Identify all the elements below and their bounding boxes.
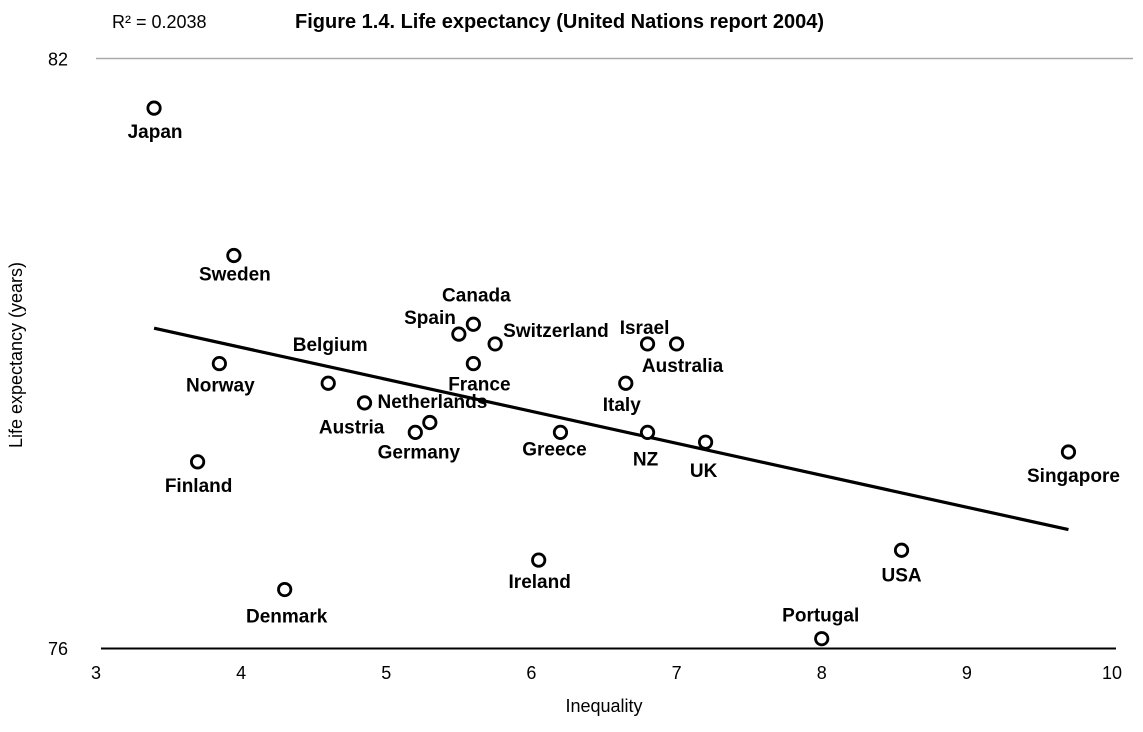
y-axis-label: Life expectancy (years) bbox=[6, 262, 26, 448]
data-label-sweden: Sweden bbox=[199, 265, 271, 286]
data-label-japan: Japan bbox=[128, 122, 183, 143]
y-tick-labels-group: 82 76 bbox=[48, 50, 68, 660]
chart-title: Figure 1.4. Life expectancy (United Nati… bbox=[295, 11, 824, 33]
data-point-uk bbox=[697, 434, 714, 450]
data-point-israel bbox=[639, 336, 656, 352]
y-tick-label-82: 82 bbox=[48, 50, 68, 70]
x-tick-label-4: 4 bbox=[236, 663, 246, 683]
data-label-australia: Australia bbox=[642, 356, 724, 377]
data-label-france: France bbox=[448, 375, 510, 396]
x-tick-labels-group: 3 4 5 6 7 8 9 10 bbox=[91, 663, 1122, 683]
trendline bbox=[153, 326, 1069, 532]
data-point-belgium bbox=[320, 375, 336, 391]
x-tick-label-5: 5 bbox=[381, 663, 391, 683]
data-point-switzerland bbox=[487, 336, 503, 352]
data-point-finland bbox=[190, 454, 206, 470]
x-tick-label-10: 10 bbox=[1102, 663, 1122, 683]
data-label-denmark: Denmark bbox=[246, 607, 328, 628]
data-label-norway: Norway bbox=[186, 376, 255, 397]
data-point-germany bbox=[422, 414, 438, 431]
data-label-nz: NZ bbox=[633, 449, 659, 470]
data-label-greece: Greece bbox=[522, 439, 586, 460]
data-point-greece bbox=[552, 424, 569, 440]
data-label-usa: USA bbox=[881, 565, 921, 586]
data-label-uk: UK bbox=[690, 461, 718, 482]
data-label-germany: Germany bbox=[378, 443, 461, 464]
data-point-italy bbox=[618, 375, 634, 391]
data-label-finland: Finland bbox=[165, 476, 233, 497]
x-tick-label-6: 6 bbox=[526, 663, 536, 683]
data-point-japan bbox=[146, 100, 162, 116]
data-points-group bbox=[146, 100, 1077, 647]
x-axis-label: Inequality bbox=[565, 696, 642, 716]
data-point-norway bbox=[211, 355, 227, 372]
data-label-spain: Spain bbox=[404, 308, 456, 329]
data-label-belgium: Belgium bbox=[293, 335, 368, 356]
data-label-ireland: Ireland bbox=[509, 572, 571, 593]
x-tick-label-7: 7 bbox=[672, 663, 682, 683]
data-point-ireland bbox=[531, 552, 547, 568]
data-label-israel: Israel bbox=[620, 318, 670, 339]
x-tick-label-9: 9 bbox=[962, 663, 972, 683]
data-point-usa bbox=[893, 542, 910, 558]
data-label-canada: Canada bbox=[442, 285, 511, 306]
data-label-portugal: Portugal bbox=[782, 606, 859, 627]
data-label-singapore: Singapore bbox=[1027, 466, 1120, 487]
data-point-nz bbox=[639, 424, 656, 440]
x-tick-label-8: 8 bbox=[817, 663, 827, 683]
country-labels-group: JapanSwedenNorwayFinlandDenmarkBelgiumNe… bbox=[128, 122, 1120, 627]
data-point-netherlands bbox=[356, 395, 373, 411]
data-label-italy: Italy bbox=[603, 395, 641, 416]
data-point-austria bbox=[407, 424, 423, 440]
r-squared-label: R² = 0.2038 bbox=[112, 12, 207, 32]
data-label-austria: Austria bbox=[319, 417, 385, 438]
data-point-sweden bbox=[226, 247, 242, 264]
data-point-australia bbox=[668, 336, 685, 352]
data-point-canada bbox=[465, 316, 481, 332]
y-tick-label-76: 76 bbox=[48, 639, 68, 659]
data-point-singapore bbox=[1060, 444, 1077, 460]
data-point-spain bbox=[451, 326, 467, 342]
data-point-france bbox=[465, 355, 481, 372]
data-point-portugal bbox=[814, 631, 830, 647]
data-label-switzerland: Switzerland bbox=[503, 321, 609, 342]
data-point-denmark bbox=[277, 581, 293, 598]
x-tick-label-3: 3 bbox=[91, 663, 101, 683]
